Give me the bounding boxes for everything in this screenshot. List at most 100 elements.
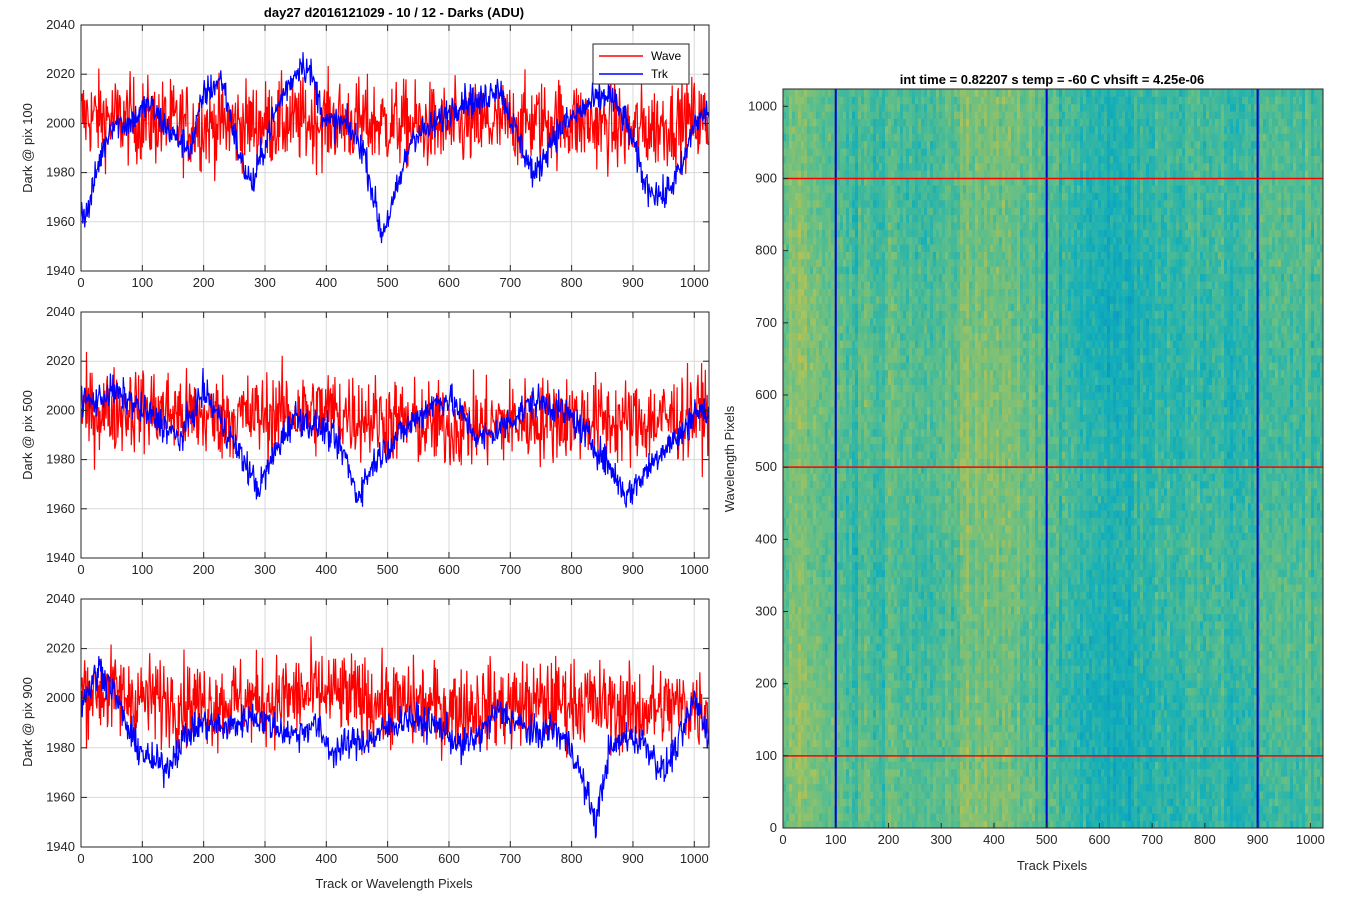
x-tick-label: 800 — [1194, 832, 1216, 847]
y-tick-label: 2000 — [46, 402, 75, 417]
y-tick-label: 2020 — [46, 66, 75, 81]
x-tick-label: 200 — [193, 851, 215, 866]
x-tick-label: 900 — [622, 851, 644, 866]
legend-label-trk: Trk — [651, 67, 669, 81]
x-tick-label: 300 — [254, 275, 276, 290]
x-tick-label: 900 — [1247, 832, 1269, 847]
axes-frame — [80, 598, 710, 848]
y-tick-label: 400 — [755, 531, 777, 546]
y-tick-label: 900 — [755, 170, 777, 185]
plot-title: day27 d2016121029 - 10 / 12 - Darks (ADU… — [264, 5, 524, 20]
x-tick-label: 1000 — [680, 562, 709, 577]
y-tick-label: 2000 — [46, 115, 75, 130]
x-axis-label: Track or Wavelength Pixels — [315, 876, 473, 891]
y-tick-label: 1980 — [46, 452, 75, 467]
y-tick-label: 0 — [770, 820, 777, 835]
x-tick-label: 700 — [499, 851, 521, 866]
marker-lines — [783, 89, 1323, 828]
x-tick-label: 100 — [131, 562, 153, 577]
x-tick-label: 600 — [1089, 832, 1111, 847]
y-axis-label: Wavelength Pixels — [722, 405, 737, 512]
x-tick-label: 500 — [377, 851, 399, 866]
x-tick-label: 200 — [878, 832, 900, 847]
x-axis-label: Track Pixels — [1017, 858, 1088, 873]
x-tick-label: 1000 — [1296, 832, 1325, 847]
y-tick-label: 1960 — [46, 789, 75, 804]
y-tick-label: 500 — [755, 459, 777, 474]
y-tick-label: 200 — [755, 676, 777, 691]
ticks: 0 100 200 300 400 500 600 700 800 900 1000 1940 1960… — [46, 591, 709, 866]
ticks: 0 100 200 300 400 500 600 700 800 900 1000 1940 1960… — [46, 17, 709, 290]
legend-box — [592, 43, 690, 85]
x-tick-label: 100 — [131, 851, 153, 866]
series-line-trk — [81, 656, 709, 839]
x-tick-label: 300 — [254, 562, 276, 577]
x-tick-label: 400 — [315, 851, 337, 866]
y-tick-label: 2000 — [46, 690, 75, 705]
series-lines — [81, 52, 709, 244]
ticks: 0 100 200 300 400 500 600 700 800 900 1000 0 100 200 3… — [748, 98, 1325, 847]
x-tick-label: 100 — [825, 832, 847, 847]
y-axis-label: Dark @ pix 100 — [20, 103, 35, 193]
x-tick-label: 800 — [561, 851, 583, 866]
x-tick-label: 700 — [1141, 832, 1163, 847]
x-tick-label: 400 — [315, 275, 337, 290]
legend-label-wave: Wave — [651, 49, 682, 63]
y-tick-label: 1940 — [46, 839, 75, 854]
x-tick-label: 300 — [930, 832, 952, 847]
plot-dark-pix-500: Dark @ pix 500 0 100 200 300 400 500 600 700 800… — [20, 304, 710, 577]
x-tick-label: 0 — [779, 832, 786, 847]
y-tick-label: 1940 — [46, 550, 75, 565]
y-tick-label: 1960 — [46, 501, 75, 516]
series-line-wave — [81, 636, 709, 761]
series-line-trk — [81, 52, 709, 244]
y-tick-label: 1940 — [46, 263, 75, 278]
x-tick-label: 0 — [77, 562, 84, 577]
axes-frame — [782, 88, 1324, 829]
y-axis-label: Dark @ pix 500 — [20, 390, 35, 480]
x-tick-label: 0 — [77, 275, 84, 290]
x-tick-label: 500 — [1036, 832, 1058, 847]
y-tick-label: 700 — [755, 315, 777, 330]
x-tick-label: 1000 — [680, 275, 709, 290]
plot-dark-pix-900: Dark @ pix 900 Track or Wavelength Pixel… — [20, 591, 710, 891]
x-tick-label: 300 — [254, 851, 276, 866]
x-tick-label: 0 — [77, 851, 84, 866]
plot-dark-pix-100: day27 d2016121029 - 10 / 12 - Darks (ADU… — [20, 5, 710, 290]
y-tick-label: 2020 — [46, 353, 75, 368]
y-tick-label: 600 — [755, 387, 777, 402]
series-line-wave — [81, 351, 709, 478]
x-tick-label: 900 — [622, 275, 644, 290]
y-tick-label: 2040 — [46, 304, 75, 319]
x-tick-label: 100 — [131, 275, 153, 290]
series-lines — [81, 351, 709, 508]
y-tick-label: 800 — [755, 243, 777, 258]
y-tick-label: 300 — [755, 603, 777, 618]
y-tick-label: 1960 — [46, 214, 75, 229]
y-tick-label: 1980 — [46, 165, 75, 180]
x-tick-label: 200 — [193, 562, 215, 577]
series-line-wave — [81, 65, 709, 182]
heatmap-dark-frame: int time = 0.82207 s temp = -60 C vhsift… — [722, 72, 1325, 873]
x-tick-label: 400 — [315, 562, 337, 577]
x-tick-label: 500 — [377, 562, 399, 577]
x-tick-label: 800 — [561, 562, 583, 577]
series-lines — [81, 636, 709, 839]
x-tick-label: 700 — [499, 562, 521, 577]
x-tick-label: 700 — [499, 275, 521, 290]
y-tick-label: 100 — [755, 748, 777, 763]
y-tick-label: 1000 — [748, 98, 777, 113]
x-tick-label: 400 — [983, 832, 1005, 847]
x-tick-label: 800 — [561, 275, 583, 290]
y-tick-label: 2040 — [46, 17, 75, 32]
y-tick-label: 1980 — [46, 740, 75, 755]
x-tick-label: 200 — [193, 275, 215, 290]
axes-frame — [80, 311, 710, 559]
y-tick-label: 2020 — [46, 641, 75, 656]
legend: Wave Trk — [592, 43, 690, 85]
y-axis-label: Dark @ pix 900 — [20, 677, 35, 767]
x-tick-label: 900 — [622, 562, 644, 577]
x-tick-label: 500 — [377, 275, 399, 290]
heatmap-title: int time = 0.82207 s temp = -60 C vhsift… — [900, 72, 1205, 87]
